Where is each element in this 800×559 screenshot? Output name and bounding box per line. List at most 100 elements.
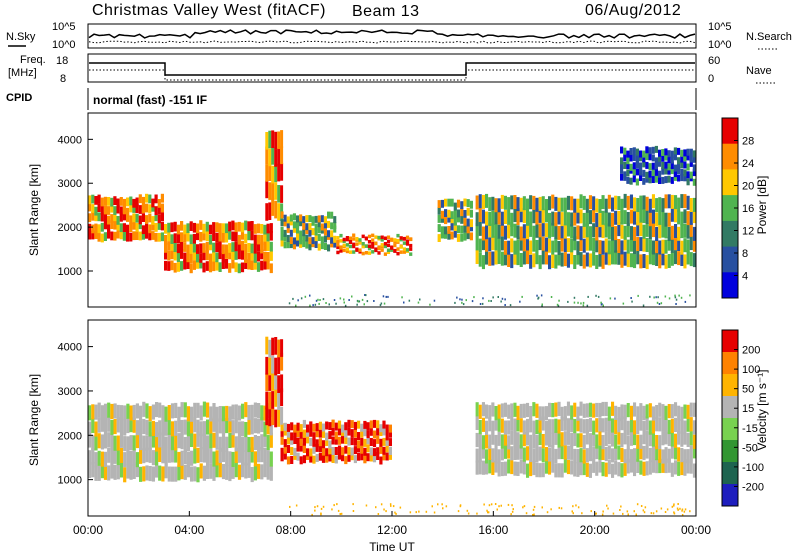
data-cell <box>522 420 526 435</box>
data-cell <box>654 157 658 165</box>
data-cell <box>94 452 98 468</box>
data-cell <box>348 244 353 249</box>
data-cell <box>478 433 482 449</box>
data-cell <box>570 433 574 448</box>
colorbar-tick-label: 200 <box>742 345 760 357</box>
data-cell <box>560 212 564 227</box>
data-cell <box>148 434 152 450</box>
data-cell <box>218 239 222 250</box>
data-cell <box>650 512 653 515</box>
data-cell <box>658 240 662 255</box>
data-cell <box>592 446 596 461</box>
data-cell <box>123 436 127 452</box>
data-cell <box>170 241 174 251</box>
y-tick-label: 4000 <box>58 134 82 146</box>
data-cell <box>320 236 324 244</box>
data-cell <box>167 433 171 449</box>
data-cell <box>614 405 618 420</box>
data-cell <box>206 402 210 418</box>
data-cell <box>661 167 665 175</box>
data-cell <box>388 429 392 438</box>
data-cell <box>490 503 493 506</box>
data-cell <box>126 450 130 466</box>
data-cell <box>614 210 618 225</box>
data-cell <box>598 445 602 460</box>
data-cell <box>519 197 523 212</box>
data-cell <box>132 449 136 465</box>
velocity-data-marks <box>88 336 696 516</box>
data-cell <box>107 206 111 215</box>
data-cell <box>283 229 287 237</box>
data-cell <box>352 242 356 247</box>
data-cell <box>244 220 248 231</box>
data-cell <box>154 212 158 222</box>
data-cell <box>581 512 583 515</box>
data-cell <box>677 226 681 241</box>
data-cell <box>277 339 281 358</box>
data-cell <box>573 226 577 241</box>
data-cell <box>126 403 130 419</box>
data-cell <box>585 430 589 445</box>
data-cell <box>339 245 343 249</box>
data-cell <box>325 432 329 441</box>
data-cell <box>100 233 104 243</box>
data-cell <box>116 435 120 451</box>
data-cell <box>675 303 677 305</box>
data-cell <box>519 236 523 251</box>
data-cell <box>680 240 684 255</box>
data-cell <box>689 402 693 417</box>
data-cell <box>345 247 349 251</box>
data-cell <box>667 194 671 209</box>
data-cell <box>507 503 510 506</box>
data-cell <box>148 421 152 437</box>
data-cell <box>658 224 662 239</box>
data-cell <box>519 403 523 419</box>
data-cell <box>540 294 543 297</box>
data-cell <box>478 252 482 267</box>
data-cell <box>164 436 168 452</box>
data-cell <box>360 437 364 446</box>
data-cell <box>260 243 264 254</box>
data-cell <box>648 147 652 155</box>
data-cell <box>157 221 161 230</box>
x-tick-label: 16:00 <box>478 523 508 537</box>
data-cell <box>382 446 386 455</box>
data-cell <box>563 416 567 431</box>
data-cell <box>670 194 674 209</box>
data-cell <box>481 226 485 241</box>
data-cell <box>348 299 350 301</box>
data-cell <box>560 406 564 421</box>
data-cell <box>342 243 346 248</box>
data-cell <box>491 448 495 463</box>
data-cell <box>305 215 309 223</box>
data-cell <box>557 304 560 307</box>
data-cell <box>135 197 139 207</box>
data-cell <box>522 250 526 265</box>
data-cell <box>677 147 681 155</box>
data-cell <box>268 339 272 358</box>
data-cell <box>280 130 284 148</box>
data-cell <box>113 196 117 205</box>
data-cell <box>629 209 633 224</box>
data-cell <box>308 215 312 223</box>
data-cell <box>376 420 380 429</box>
data-cell <box>686 432 690 447</box>
data-cell <box>91 435 95 451</box>
data-cell <box>344 436 348 445</box>
data-cell <box>274 409 278 428</box>
data-cell <box>681 509 683 512</box>
data-cell <box>138 205 142 214</box>
data-cell <box>538 236 542 251</box>
data-cell <box>107 229 111 239</box>
data-cell <box>642 237 646 252</box>
data-cell <box>636 211 640 226</box>
data-cell <box>533 505 536 508</box>
data-cell <box>651 194 655 209</box>
data-cell <box>290 422 294 431</box>
data-cell <box>139 435 143 451</box>
data-cell <box>585 403 589 418</box>
data-cell <box>302 455 306 464</box>
data-cell <box>475 195 479 210</box>
data-cell <box>221 464 226 480</box>
